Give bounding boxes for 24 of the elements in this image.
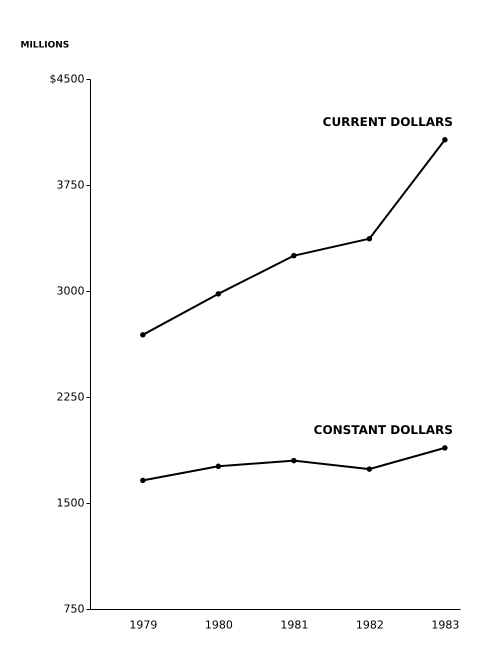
x-tick-label: 1980 [204,618,233,632]
point [140,478,146,484]
x-tick-label: 1982 [356,618,384,632]
series-label: CONSTANT DOLLARS [314,422,453,437]
y-tick-label: 3750 [56,178,84,192]
y-axis-title: MILLIONS [20,40,70,50]
y-tick-label: 1500 [56,496,84,510]
x-tick-label: 1979 [129,618,158,632]
point [291,252,297,258]
point [366,236,372,242]
y-tick-label: $4500 [50,72,84,86]
point [216,291,222,297]
point [216,464,222,469]
x-tick-label: 1981 [280,618,308,632]
point [442,445,448,451]
series-label: CURRENT DOLLARS [322,114,453,129]
x-tick-label: 1983 [431,618,460,632]
point [140,332,146,338]
point [366,466,372,472]
y-tick-label: 750 [64,602,84,616]
y-tick-label: 3000 [56,284,84,298]
point [291,458,297,464]
y-tick-label: 2250 [56,390,84,404]
point [442,137,448,143]
